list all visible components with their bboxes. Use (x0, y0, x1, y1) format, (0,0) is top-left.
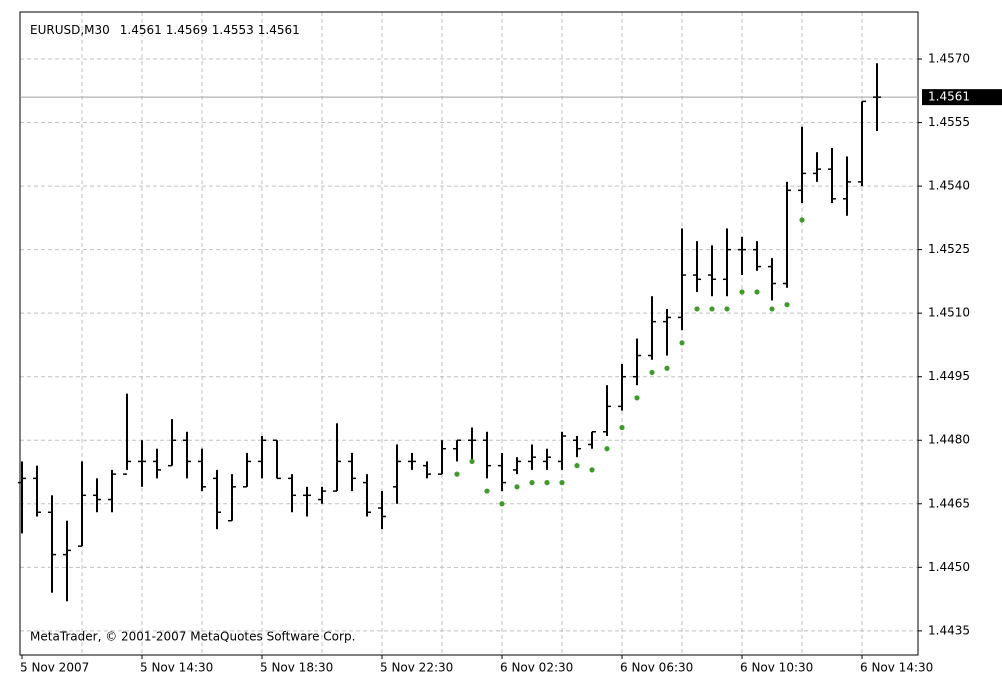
indicator-dot (784, 302, 790, 308)
x-tick-label: 6 Nov 06:30 (620, 661, 693, 675)
indicator-dot (619, 424, 625, 431)
indicator-dot (604, 446, 610, 452)
x-tick-label: 5 Nov 22:30 (380, 661, 453, 675)
indicator-dot (679, 340, 685, 346)
x-tick-label: 6 Nov 14:30 (860, 661, 933, 675)
low-value: 1.4553 (212, 23, 254, 37)
chart-title: EURUSD,M30 1.4561 1.4569 1.4553 1.4561 (30, 23, 300, 37)
current-price-label: 1.4561 (928, 90, 970, 104)
indicator-dot (454, 471, 460, 477)
indicator-dot (694, 306, 700, 312)
indicator-dot (754, 289, 760, 295)
copyright: MetaTrader, © 2001-2007 MetaQuotes Softw… (30, 630, 355, 644)
indicator-dot (709, 306, 715, 312)
y-tick-label: 1.4495 (928, 369, 970, 383)
indicator-dot (769, 306, 775, 312)
indicator-dot (499, 501, 505, 507)
indicator-dot (664, 365, 670, 371)
indicator-dot (634, 395, 640, 401)
symbol: EURUSD,M30 (30, 23, 110, 37)
close-value: 1.4561 (258, 23, 300, 37)
indicator-dot (739, 289, 745, 295)
open-value: 1.4561 (120, 23, 162, 37)
indicator-dot (649, 369, 655, 376)
x-tick-label: 5 Nov 18:30 (260, 661, 333, 675)
y-tick-label: 1.4465 (928, 496, 970, 510)
indicator-dot (724, 306, 730, 312)
indicator-dot (559, 480, 565, 486)
y-tick-label: 1.4570 (928, 52, 970, 66)
y-tick-label: 1.4450 (928, 560, 970, 574)
indicator-dot (589, 467, 595, 473)
y-tick-label: 1.4540 (928, 179, 970, 193)
current-price-box (922, 89, 1002, 106)
indicator-dot (529, 480, 535, 486)
indicator-dot (799, 217, 805, 223)
y-tick-label: 1.4480 (928, 433, 970, 447)
x-tick-label: 6 Nov 02:30 (500, 661, 573, 675)
indicator-dot (484, 488, 490, 494)
indicator-dot (544, 480, 550, 486)
high-value: 1.4569 (166, 23, 208, 37)
y-tick-label: 1.4525 (928, 242, 970, 256)
y-tick-label: 1.4555 (928, 115, 970, 129)
x-tick-label: 5 Nov 14:30 (140, 661, 213, 675)
grid (20, 12, 918, 655)
plot-frame (19, 11, 919, 656)
indicator-dot (514, 484, 520, 490)
y-tick-label: 1.4510 (928, 306, 970, 320)
indicator-dot (574, 463, 580, 469)
y-tick-label: 1.4435 (928, 623, 970, 637)
x-tick-label: 5 Nov 2007 (20, 661, 89, 675)
x-tick-label: 6 Nov 10:30 (740, 661, 813, 675)
indicator-dot (469, 458, 475, 465)
